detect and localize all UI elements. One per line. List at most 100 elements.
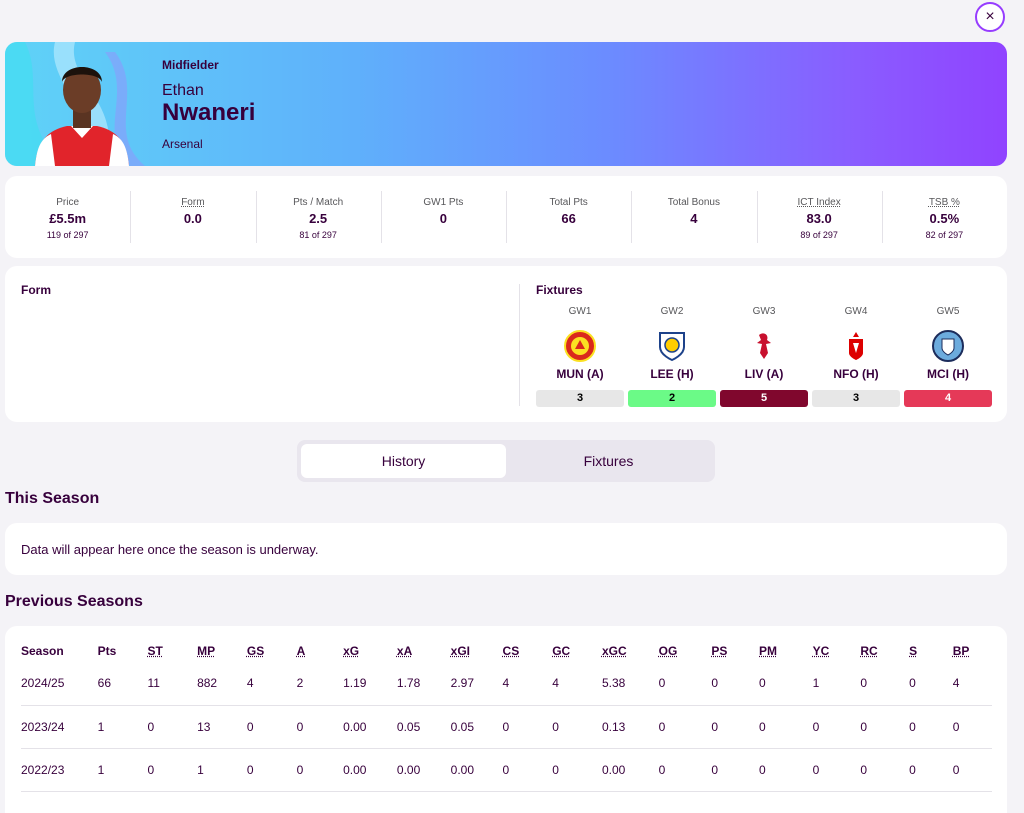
fixture-item: GW4 NFO (H) 3 — [812, 306, 900, 407]
stat-ict-index: ICT Index 83.0 89 of 297 — [757, 187, 882, 247]
column-header-label[interactable]: MP — [197, 644, 215, 658]
column-header: OG — [659, 640, 712, 662]
stat-rank: 89 of 297 — [757, 230, 882, 240]
stat-label: Total Pts — [506, 197, 631, 208]
table-cell: 0 — [711, 748, 759, 791]
table-cell: 4 — [953, 662, 992, 705]
column-header-label: Season — [21, 644, 64, 658]
column-header-label[interactable]: GC — [552, 644, 570, 658]
column-header: Season — [21, 640, 98, 662]
forest-crest-icon — [839, 329, 873, 363]
table-cell: 0 — [659, 662, 712, 705]
this-season-message: Data will appear here once the season is… — [5, 523, 1007, 575]
column-header: BP — [953, 640, 992, 662]
stat-value: 0.5% — [882, 211, 1007, 226]
table-cell: 0 — [297, 748, 344, 791]
table-cell: 0 — [909, 705, 953, 748]
table-cell: 4 — [247, 662, 297, 705]
stat-total-bonus: Total Bonus 4 — [631, 187, 756, 247]
table-cell: 1 — [98, 705, 148, 748]
table-cell: 0 — [759, 748, 813, 791]
table-cell: 2 — [297, 662, 344, 705]
table-cell: 0 — [147, 705, 197, 748]
table-cell: 0 — [909, 662, 953, 705]
stat-tsb: TSB % 0.5% 82 of 297 — [882, 187, 1007, 247]
tab-history[interactable]: History — [301, 444, 506, 478]
fixture-item: GW1 MUN (A) 3 — [536, 306, 624, 407]
fixture-gameweek: GW3 — [720, 306, 808, 320]
fixture-item: GW5 MCI (H) 4 — [904, 306, 992, 407]
fixture-opponent: MUN (A) — [536, 367, 624, 381]
stat-label: GW1 Pts — [381, 197, 506, 208]
table-cell: 2022/23 — [21, 748, 98, 791]
fixtures-list: GW1 MUN (A) 3 GW2 LEE (H) 2 GW3 LIV (A) … — [536, 306, 992, 407]
column-header-label[interactable]: GS — [247, 644, 264, 658]
table-row: 2024/25 66 11 882 4 2 1.19 1.78 2.97 4 4 5.38 0 0 0 1 0 0… — [21, 662, 992, 705]
divider — [519, 284, 520, 406]
fixture-difficulty: 3 — [812, 390, 900, 407]
player-header: Midfielder Ethan Nwaneri Arsenal — [5, 42, 1007, 166]
stat-rank: 81 of 297 — [256, 230, 381, 240]
stat-label[interactable]: TSB % — [882, 197, 1007, 208]
table-cell: 0 — [711, 705, 759, 748]
fixture-item: GW2 LEE (H) 2 — [628, 306, 716, 407]
player-photo — [27, 48, 137, 166]
column-header-label[interactable]: YC — [813, 644, 830, 658]
tab-fixtures[interactable]: Fixtures — [506, 444, 711, 478]
table-cell: 66 — [98, 662, 148, 705]
table-cell: 0 — [759, 662, 813, 705]
table-cell: 1.19 — [343, 662, 397, 705]
table-row: 2023/24 1 0 13 0 0 0.00 0.05 0.05 0 0 0.13 0 0 0 0 0 0 0 — [21, 705, 992, 748]
column-header-label[interactable]: RC — [860, 644, 877, 658]
column-header: PS — [711, 640, 759, 662]
stat-label[interactable]: Form — [130, 197, 255, 208]
table-cell: 0 — [552, 705, 602, 748]
fixture-difficulty: 2 — [628, 390, 716, 407]
table-cell: 2.97 — [451, 662, 503, 705]
column-header: A — [297, 640, 344, 662]
column-header-label[interactable]: xGC — [602, 644, 627, 658]
column-header-label[interactable]: PM — [759, 644, 777, 658]
table-cell: 0 — [297, 705, 344, 748]
fixture-difficulty: 3 — [536, 390, 624, 407]
column-header-label[interactable]: xGI — [451, 644, 470, 658]
fixture-gameweek: GW5 — [904, 306, 992, 320]
stat-rank: 119 of 297 — [5, 230, 130, 240]
table-cell: 0 — [813, 748, 861, 791]
column-header-label[interactable]: A — [297, 644, 306, 658]
close-icon: × — [985, 8, 994, 26]
table-cell: 0 — [503, 705, 553, 748]
stat-rank: 82 of 297 — [882, 230, 1007, 240]
column-header-label[interactable]: BP — [953, 644, 970, 658]
column-header: YC — [813, 640, 861, 662]
table-cell: 0 — [953, 748, 992, 791]
fixture-difficulty: 4 — [904, 390, 992, 407]
column-header-label[interactable]: S — [909, 644, 917, 658]
column-header-label[interactable]: CS — [503, 644, 520, 658]
table-cell: 1 — [813, 662, 861, 705]
table-cell: 0 — [953, 705, 992, 748]
stat-value: £5.5m — [5, 211, 130, 226]
stat-value: 2.5 — [256, 211, 381, 226]
column-header-label[interactable]: xG — [343, 644, 359, 658]
table-cell: 4 — [552, 662, 602, 705]
table-cell: 0 — [860, 748, 909, 791]
fixture-gameweek: GW1 — [536, 306, 624, 320]
column-header-label[interactable]: xA — [397, 644, 412, 658]
man-utd-crest-icon — [563, 329, 597, 363]
previous-seasons-card: Season Pts ST MP GS AxG xA xGI CS GC xGC OG PS PM YC RC… — [5, 626, 1007, 813]
stat-value: 0 — [381, 211, 506, 226]
close-button[interactable]: × — [975, 2, 1005, 32]
player-first-name: Ethan — [162, 82, 204, 100]
column-header-label[interactable]: PS — [711, 644, 727, 658]
column-header: MP — [197, 640, 247, 662]
stat-value: 83.0 — [757, 211, 882, 226]
table-cell: 0 — [711, 662, 759, 705]
column-header-label[interactable]: OG — [659, 644, 678, 658]
stat-label[interactable]: ICT Index — [757, 197, 882, 208]
table-cell: 2023/24 — [21, 705, 98, 748]
column-header-label[interactable]: ST — [147, 644, 162, 658]
form-fixtures-card: Form Fixtures GW1 MUN (A) 3 GW2 LEE (H) … — [5, 266, 1007, 422]
fixture-opponent: MCI (H) — [904, 367, 992, 381]
stat-value: 4 — [631, 211, 756, 226]
